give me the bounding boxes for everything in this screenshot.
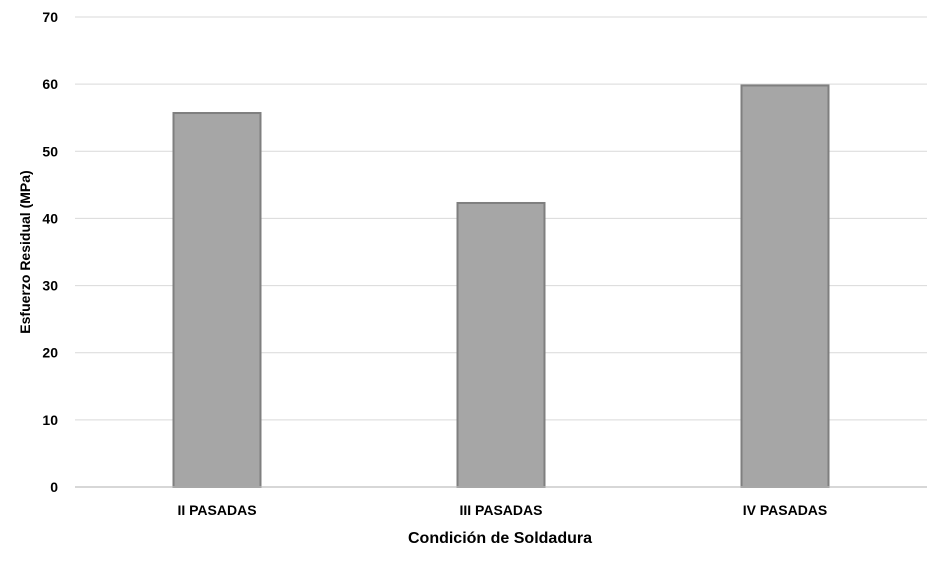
y-tick-label: 60 [42, 76, 58, 92]
y-tick-label: 0 [50, 479, 58, 495]
x-tick-label: III PASADAS [460, 502, 543, 518]
y-axis-label: Esfuerzo Residual (MPa) [17, 170, 33, 333]
y-tick-label: 70 [42, 9, 58, 25]
x-tick-label: II PASADAS [177, 502, 256, 518]
bar [740, 84, 830, 488]
y-tick-label: 20 [42, 345, 58, 361]
bars [172, 84, 830, 488]
y-tick-label: 10 [42, 412, 58, 428]
bar [456, 201, 546, 488]
bar [172, 112, 262, 488]
y-tick-label: 50 [42, 143, 58, 159]
x-tick-labels: II PASADAS III PASADAS IV PASADAS [177, 502, 827, 518]
x-tick-label: IV PASADAS [743, 502, 828, 518]
y-tick-label: 40 [42, 210, 58, 226]
y-tick-labels: 0 10 20 30 40 50 60 70 [42, 9, 58, 495]
x-axis-label: Condición de Soldadura [408, 530, 592, 547]
y-tick-label: 30 [42, 278, 58, 294]
